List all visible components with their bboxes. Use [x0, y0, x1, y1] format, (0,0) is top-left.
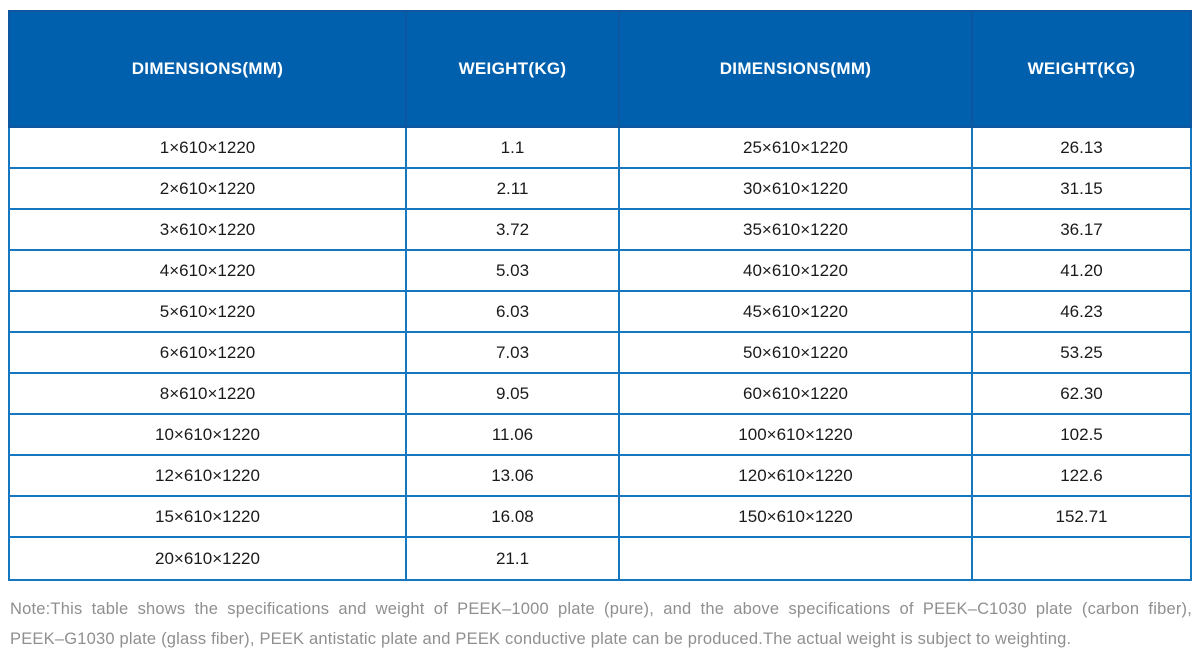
table-cell: 102.5 [1060, 424, 1103, 444]
table-cell: 16.08 [407, 497, 620, 536]
table-cell: 46.23 [1060, 301, 1103, 321]
peek-plate-spec-table: DIMENSIONS(MM) WEIGHT(KG) DIMENSIONS(MM)… [8, 10, 1192, 581]
table-row: 1×610×1220 1.1 25×610×1220 26.13 [10, 128, 1190, 169]
column-header-weight-2: WEIGHT(KG) [1027, 59, 1136, 78]
table-row: 4×610×1220 5.03 40×610×1220 41.20 [10, 251, 1190, 292]
table-cell: 5×610×1220 [10, 292, 407, 331]
table-cell: 26.13 [1060, 137, 1103, 157]
table-cell: 152.71 [1055, 506, 1108, 526]
table-cell: 25×610×1220 [620, 128, 973, 167]
table-cell: 8×610×1220 [10, 374, 407, 413]
table-cell [973, 538, 1190, 579]
table-row: 12×610×1220 13.06 120×610×1220 122.6 [10, 456, 1190, 497]
table-cell: 62.30 [1060, 383, 1103, 403]
table-cell: 10×610×1220 [10, 415, 407, 454]
table-cell: 60×610×1220 [620, 374, 973, 413]
table-cell: 30×610×1220 [620, 169, 973, 208]
table-cell: 20×610×1220 [10, 538, 407, 579]
table-cell: 150×610×1220 [620, 497, 973, 536]
table-cell: 2×610×1220 [10, 169, 407, 208]
table-row: 3×610×1220 3.72 35×610×1220 36.17 [10, 210, 1190, 251]
table-cell: 36.17 [1060, 219, 1103, 239]
table-row: 20×610×1220 21.1 [10, 538, 1190, 579]
table-cell: 6.03 [407, 292, 620, 331]
table-cell: 100×610×1220 [620, 415, 973, 454]
table-header-row: DIMENSIONS(MM) WEIGHT(KG) DIMENSIONS(MM)… [8, 10, 1192, 128]
table-row: 2×610×1220 2.11 30×610×1220 31.15 [10, 169, 1190, 210]
table-cell: 6×610×1220 [10, 333, 407, 372]
table-cell: 5.03 [407, 251, 620, 290]
table-cell: 31.15 [1060, 178, 1103, 198]
table-cell: 122.6 [1060, 465, 1103, 485]
table-row: 5×610×1220 6.03 45×610×1220 46.23 [10, 292, 1190, 333]
table-cell: 13.06 [407, 456, 620, 495]
table-cell: 3×610×1220 [10, 210, 407, 249]
table-cell: 4×610×1220 [10, 251, 407, 290]
table-cell: 1.1 [407, 128, 620, 167]
table-cell: 53.25 [1060, 342, 1103, 362]
table-cell: 3.72 [407, 210, 620, 249]
table-row: 10×610×1220 11.06 100×610×1220 102.5 [10, 415, 1190, 456]
table-cell: 21.1 [407, 538, 620, 579]
footnote-line-1: Note:This table shows the specifications… [10, 600, 1192, 618]
table-cell: 2.11 [407, 169, 620, 208]
table-cell: 9.05 [407, 374, 620, 413]
table-cell: 120×610×1220 [620, 456, 973, 495]
table-body: 1×610×1220 1.1 25×610×1220 26.13 2×610×1… [8, 128, 1192, 581]
table-cell: 12×610×1220 [10, 456, 407, 495]
table-cell: 50×610×1220 [620, 333, 973, 372]
footnote: Note:This table shows the specifications… [10, 594, 1192, 648]
table-cell: 7.03 [407, 333, 620, 372]
table-cell: 45×610×1220 [620, 292, 973, 331]
table-cell: 1×610×1220 [10, 128, 407, 167]
column-header-weight-1: WEIGHT(KG) [407, 12, 620, 126]
table-cell: 11.06 [407, 415, 620, 454]
footnote-line-2: PEEK–G1030 plate (glass fiber), PEEK ant… [10, 630, 1072, 648]
table-cell: 41.20 [1060, 260, 1103, 280]
table-cell: 35×610×1220 [620, 210, 973, 249]
column-header-dimensions-2: DIMENSIONS(MM) [620, 12, 973, 126]
table-row: 8×610×1220 9.05 60×610×1220 62.30 [10, 374, 1190, 415]
table-row: 6×610×1220 7.03 50×610×1220 53.25 [10, 333, 1190, 374]
table-cell: 40×610×1220 [620, 251, 973, 290]
table-row: 15×610×1220 16.08 150×610×1220 152.71 [10, 497, 1190, 538]
table-cell: 15×610×1220 [10, 497, 407, 536]
table-cell [620, 538, 973, 579]
column-header-dimensions-1: DIMENSIONS(MM) [10, 12, 407, 126]
